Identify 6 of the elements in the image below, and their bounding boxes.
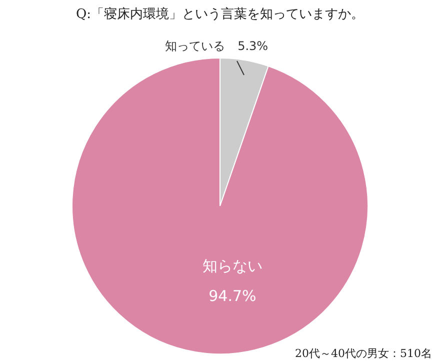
slice-label: 知っている [164,39,225,54]
data-label: 94.7% [208,286,256,305]
text: 20代～40代の男女：510名 [295,347,432,360]
chart-title: Q:「寝床内環境」という言葉を知っていますか。 [76,6,364,22]
slice-label: 知らない [202,256,262,275]
data-label: 5.3% [238,39,268,54]
